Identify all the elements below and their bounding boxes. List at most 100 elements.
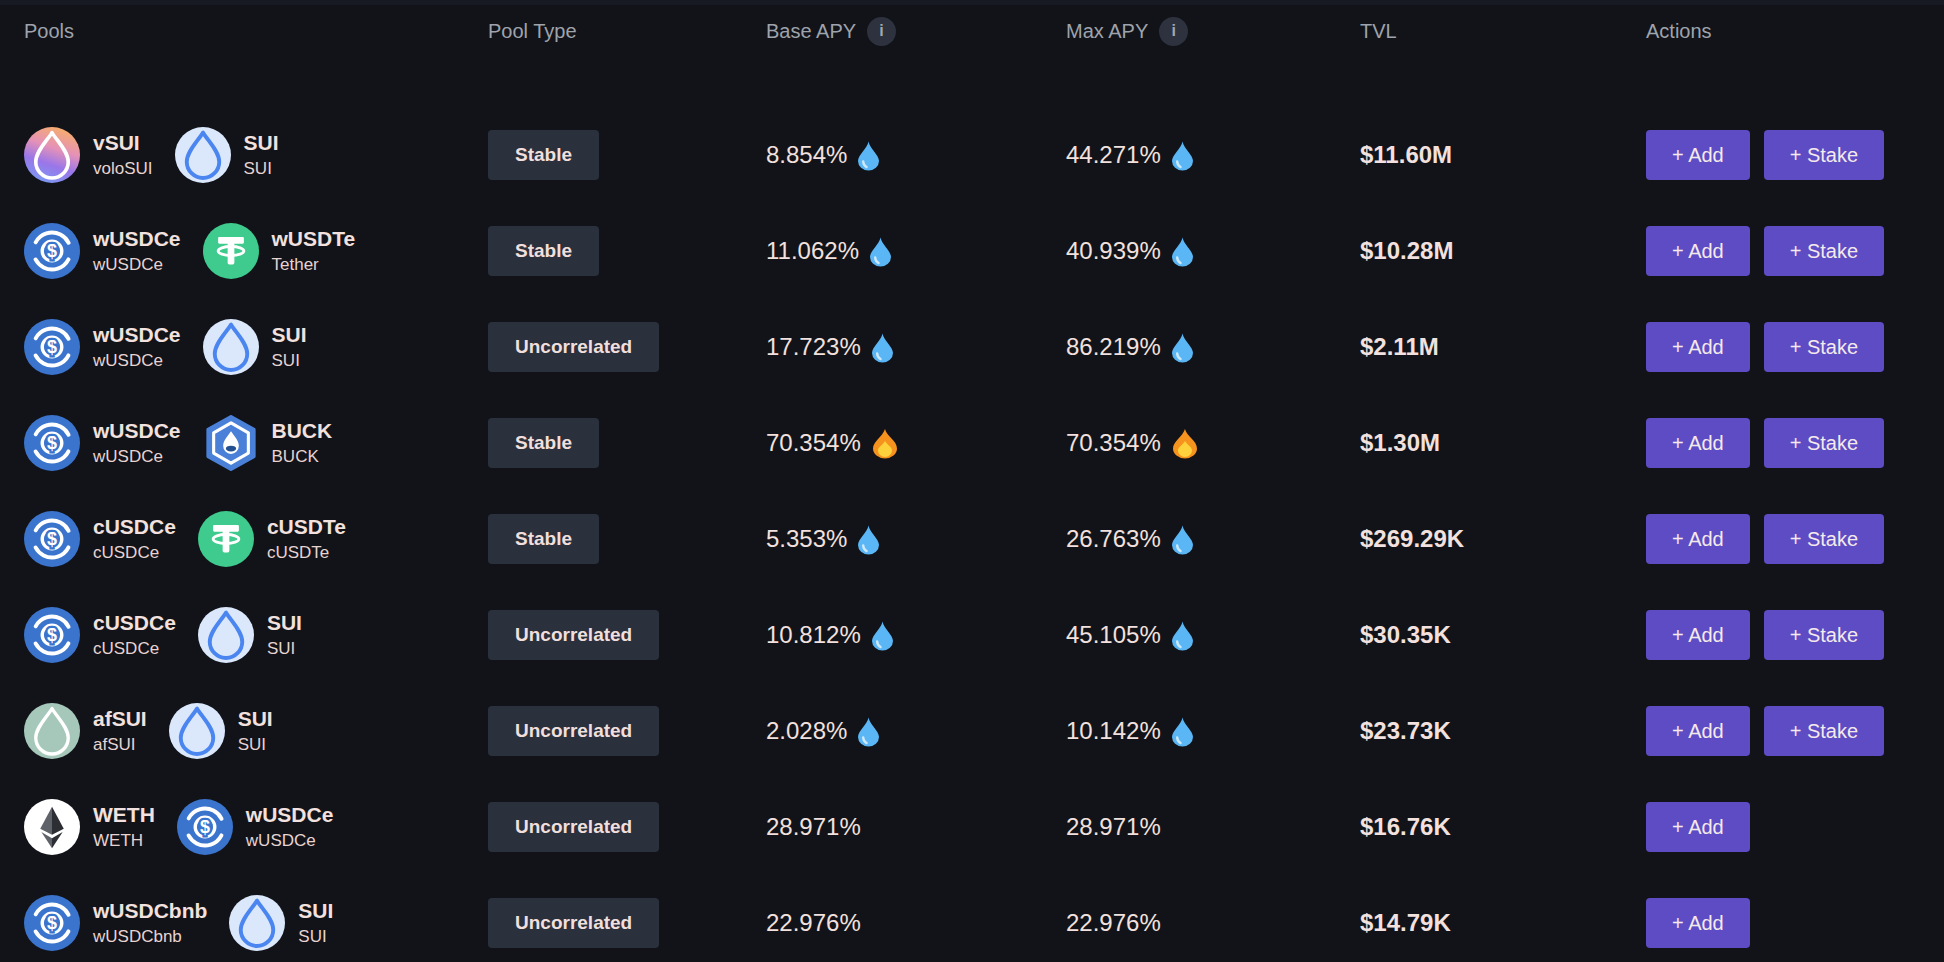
add-liquidity-button[interactable]: + Add [1646,322,1750,372]
pool-pair-cell: afSUI afSUI SUI SUI [24,703,488,759]
token-b-group: SUI SUI [169,703,273,759]
usdc-token-icon: $ [177,799,233,855]
actions-cell: + Add [1646,802,1944,852]
column-header-max-apy: Max APY i [1066,17,1360,46]
add-liquidity-button[interactable]: + Add [1646,130,1750,180]
token-a-group: $ cUSDCe cUSDCe [24,511,176,567]
pool-row: $ wUSDCe wUSDCe BUCK BUCK Stable 70.354% [0,395,1944,491]
token-b-group: $ wUSDCe wUSDCe [177,799,334,855]
token-a-group: $ wUSDCe wUSDCe [24,223,181,279]
pool-type-badge: Uncorrelated [488,706,659,756]
add-liquidity-button[interactable]: + Add [1646,514,1750,564]
pool-type-cell: Uncorrelated [488,322,766,372]
pool-type-badge: Uncorrelated [488,898,659,948]
column-header-actions: Actions [1646,20,1944,43]
token-symbol: SUI [238,707,273,731]
svg-text:$: $ [47,337,57,357]
token-name: SUI [272,351,307,371]
add-liquidity-button[interactable]: + Add [1646,226,1750,276]
pool-row: $ cUSDCe cUSDCe SUI SUI Uncorrelated 10.… [0,587,1944,683]
usdc-token-icon: $ [24,415,80,471]
token-symbol: vSUI [93,131,153,155]
vsui-token-icon [24,127,80,183]
add-liquidity-button[interactable]: + Add [1646,802,1750,852]
pool-type-badge: Stable [488,226,599,276]
pool-row: afSUI afSUI SUI SUI Uncorrelated 2.028% … [0,683,1944,779]
svg-text:$: $ [47,625,57,645]
token-b-group: cUSDTe cUSDTe [198,511,346,567]
actions-cell: + Add [1646,898,1944,948]
base-apy-cell: 17.723% [766,332,1066,363]
pool-pair-cell: WETH WETH $ wUSDCe wUSDCe [24,799,488,855]
column-header-tvl: TVL [1360,20,1646,43]
tvl-value: $30.35K [1360,621,1646,649]
token-name: WETH [93,831,155,851]
token-symbol: wUSDCbnb [93,899,207,923]
token-b-group: wUSDTe Tether [203,223,356,279]
stake-button[interactable]: + Stake [1764,706,1884,756]
droplet-icon [1171,620,1194,651]
max-apy-value: 28.971% [1066,813,1161,841]
add-liquidity-button[interactable]: + Add [1646,898,1750,948]
pool-row: $ cUSDCe cUSDCe cUSDTe cUSDTe Stable 5.3… [0,491,1944,587]
token-a-group: WETH WETH [24,799,155,855]
svg-text:$: $ [200,817,210,837]
base-apy-value: 5.353% [766,525,847,553]
token-b-group: BUCK BUCK [203,415,333,471]
add-liquidity-button[interactable]: + Add [1646,706,1750,756]
max-apy-info-icon[interactable]: i [1159,17,1188,46]
token-name: wUSDCbnb [93,927,207,947]
base-apy-cell: 70.354% [766,428,1066,459]
base-apy-cell: 11.062% [766,236,1066,267]
base-apy-cell: 22.976% [766,909,1066,937]
max-apy-value: 26.763% [1066,525,1161,553]
max-apy-cell: 28.971% [1066,813,1360,841]
sui-token-icon [175,127,231,183]
svg-text:$: $ [47,913,57,933]
sui-token-icon [169,703,225,759]
weth-token-icon [24,799,80,855]
actions-cell: + Add + Stake [1646,130,1944,180]
base-apy-value: 17.723% [766,333,861,361]
base-apy-info-icon[interactable]: i [867,17,896,46]
max-apy-value: 22.976% [1066,909,1161,937]
max-apy-cell: 86.219% [1066,332,1360,363]
actions-cell: + Add + Stake [1646,322,1944,372]
pool-row: vSUI voloSUI SUI SUI Stable 8.854% 44.27… [0,107,1944,203]
add-liquidity-button[interactable]: + Add [1646,610,1750,660]
pool-type-cell: Stable [488,418,766,468]
pools-header-label: Pools [24,20,74,43]
pool-type-badge: Stable [488,130,599,180]
token-name: wUSDCe [93,351,181,371]
token-name: cUSDTe [267,543,346,563]
token-symbol: wUSDTe [272,227,356,251]
stake-button[interactable]: + Stake [1764,322,1884,372]
token-name: SUI [267,639,302,659]
token-symbol: SUI [298,899,333,923]
token-symbol: cUSDCe [93,515,176,539]
stake-button[interactable]: + Stake [1764,418,1884,468]
max-apy-value: 10.142% [1066,717,1161,745]
droplet-icon [871,332,894,363]
stake-button[interactable]: + Stake [1764,610,1884,660]
actions-header-label: Actions [1646,20,1712,43]
base-apy-header-label: Base APY [766,20,856,43]
base-apy-value: 11.062% [766,237,859,265]
stake-button[interactable]: + Stake [1764,226,1884,276]
token-b-group: SUI SUI [175,127,279,183]
max-apy-value: 40.939% [1066,237,1161,265]
token-symbol: wUSDCe [93,323,181,347]
pool-pair-cell: $ wUSDCe wUSDCe BUCK BUCK [24,415,488,471]
buck-token-icon [203,415,259,471]
stake-button[interactable]: + Stake [1764,130,1884,180]
token-name: SUI [238,735,273,755]
svg-text:$: $ [47,529,57,549]
pool-pair-cell: $ cUSDCe cUSDCe cUSDTe cUSDTe [24,511,488,567]
svg-text:$: $ [47,433,57,453]
token-symbol: SUI [272,323,307,347]
stake-button[interactable]: + Stake [1764,514,1884,564]
token-name: SUI [298,927,333,947]
max-apy-cell: 70.354% [1066,428,1360,459]
pool-type-badge: Stable [488,418,599,468]
add-liquidity-button[interactable]: + Add [1646,418,1750,468]
